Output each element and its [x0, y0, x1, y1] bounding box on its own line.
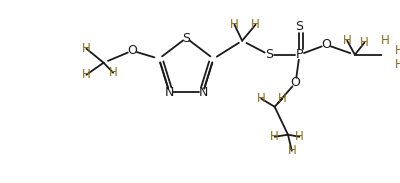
Text: H: H	[257, 92, 266, 105]
Text: O: O	[127, 44, 137, 57]
Text: H: H	[394, 44, 400, 57]
Text: O: O	[291, 76, 300, 89]
Text: H: H	[230, 18, 239, 31]
Text: H: H	[295, 130, 304, 143]
Text: H: H	[343, 34, 352, 47]
Text: O: O	[321, 38, 331, 51]
Text: H: H	[288, 144, 296, 157]
Text: H: H	[270, 130, 279, 143]
Text: S: S	[182, 31, 190, 44]
Text: N: N	[165, 86, 174, 99]
Text: H: H	[278, 92, 287, 105]
Text: H: H	[394, 58, 400, 71]
Text: H: H	[381, 34, 390, 47]
Text: H: H	[82, 42, 91, 55]
Text: N: N	[198, 86, 208, 99]
Text: H: H	[109, 66, 118, 79]
Text: H: H	[360, 36, 369, 49]
Text: H: H	[251, 18, 260, 31]
Text: P: P	[296, 48, 303, 61]
Text: S: S	[265, 48, 273, 61]
Text: H: H	[82, 68, 91, 81]
Text: S: S	[296, 20, 304, 33]
